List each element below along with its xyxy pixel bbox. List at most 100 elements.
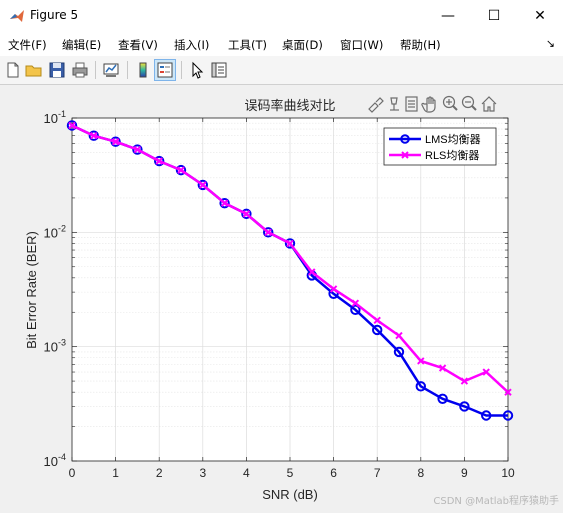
close-button[interactable]: ✕ [534, 8, 546, 24]
rls-data-point [90, 132, 98, 140]
lms-data-point [263, 227, 274, 238]
rls-data-point [68, 121, 76, 130]
minimize-button[interactable]: — [441, 8, 455, 24]
datacursor-icon[interactable] [405, 96, 418, 112]
pan-icon[interactable] [421, 96, 436, 113]
x-axis-label: SNR (dB) [262, 487, 318, 502]
rls-data-point [177, 166, 185, 174]
lms-data-point [393, 346, 405, 358]
lms-data-point [241, 208, 252, 220]
property-inspector-icon[interactable] [209, 60, 229, 80]
lms-data-point [175, 164, 187, 176]
menu-dock-arrow-icon[interactable]: ↘ [545, 37, 555, 50]
rls-data-point [438, 364, 447, 372]
menu-tools[interactable]: 工具(T) [228, 38, 267, 52]
rls-data-point [504, 388, 512, 396]
axes [71, 117, 509, 462]
x-tick-label: 8 [417, 466, 424, 480]
x-tick-label: 3 [199, 466, 206, 480]
rls-data-point [417, 357, 425, 365]
save-icon[interactable] [47, 60, 67, 80]
rls-data-point [308, 268, 316, 276]
x-tick-label: 6 [330, 466, 337, 480]
menu-insert[interactable]: 插入(I) [174, 38, 210, 52]
x-tick-label: 2 [156, 466, 163, 480]
rls-data-point [242, 210, 251, 218]
menu-view[interactable]: 查看(V) [118, 38, 158, 52]
lms-data-point [481, 410, 492, 421]
tick-labels: 0 1 2 3 4 5 6 7 8 9 10 10-1 10-2 10-3 10-4 [44, 109, 515, 480]
y-tick-label: 10-2 [44, 223, 66, 240]
lms-data-point [284, 238, 296, 249]
menu-help[interactable]: 帮助(H) [400, 38, 441, 52]
lms-data-point [372, 324, 383, 336]
lms-data-point [459, 401, 470, 412]
x-tick-label: 0 [69, 466, 76, 480]
rls-data-point [220, 199, 229, 207]
home-icon[interactable] [481, 96, 497, 112]
legend[interactable]: LMS均衡器 RLS均衡器 [383, 127, 497, 166]
toolbar-separator [181, 61, 182, 79]
window-title: Figure 5 [30, 8, 79, 22]
pointer-icon[interactable] [187, 60, 207, 80]
matlab-logo-icon [10, 10, 24, 22]
y-tick-label: 10-1 [44, 109, 66, 126]
legend-lms-label: LMS均衡器 [425, 133, 481, 146]
x-tick-label: 9 [461, 466, 468, 480]
rls-data-point [395, 331, 403, 340]
axes-toolbar [368, 95, 497, 113]
maximize-button[interactable]: ☐ [487, 8, 501, 24]
rls-data-point [111, 138, 120, 146]
ber-chart[interactable]: 0 1 2 3 4 5 6 7 8 9 10 10-1 10-2 10-3 10-4 误码率曲线对比 SNR… [0, 85, 563, 510]
rls-data-point [199, 181, 207, 189]
insert-legend-icon[interactable] [154, 59, 176, 81]
zoom-out-icon[interactable] [461, 95, 477, 111]
menu-desktop[interactable]: 桌面(D) [282, 38, 323, 52]
menu-edit[interactable]: 编辑(E) [62, 38, 102, 52]
rls-data-point [460, 377, 469, 385]
grid [71, 117, 509, 462]
rls-data-point [373, 316, 381, 325]
menu-window[interactable]: 窗口(W) [340, 38, 384, 52]
lms-data-point [415, 381, 426, 392]
plot-series [66, 120, 514, 421]
lms-data-point [502, 410, 514, 421]
figure-toolbar [0, 56, 563, 85]
zoom-in-icon[interactable] [442, 95, 458, 111]
legend-rls-label: RLS均衡器 [425, 149, 479, 162]
legend-lms-marker [400, 134, 410, 144]
rls-data-point [329, 285, 338, 293]
figure-canvas: 0 1 2 3 4 5 6 7 8 9 10 10-1 10-2 10-3 10-4 误码率曲线对比 SNR… [0, 85, 563, 510]
x-tick-label: 10 [501, 466, 515, 480]
rls-data-point [133, 145, 142, 154]
new-figure-icon[interactable] [3, 60, 23, 80]
x-tick-label: 5 [287, 466, 294, 480]
data-tip-icon[interactable] [390, 97, 399, 111]
x-tick-label: 1 [112, 466, 119, 480]
lms-data-point [197, 179, 209, 191]
legend-box [383, 127, 497, 166]
y-tick-label: 10-4 [44, 452, 66, 469]
lms-data-point [219, 197, 230, 209]
x-tick-label: 7 [374, 466, 381, 480]
lms-data-point [132, 144, 143, 155]
rls-data-point [351, 299, 360, 307]
lms-data-point [350, 304, 361, 316]
toolbar-separator [127, 61, 128, 79]
open-file-icon[interactable] [24, 60, 44, 80]
menu-bar: 文件(F) 编辑(E) 查看(V) 插入(I) 工具(T) 桌面(D) 窗口(W… [0, 32, 563, 56]
lms-data-point [154, 155, 165, 167]
x-tick-label: 4 [243, 466, 250, 480]
rls-data-point [155, 157, 163, 165]
chart-title: 误码率曲线对比 [244, 98, 335, 113]
title-bar: Figure 5 — ☐ ✕ [0, 0, 563, 32]
link-plot-icon[interactable] [101, 60, 121, 80]
print-icon[interactable] [70, 60, 90, 80]
rls-data-point [286, 239, 294, 248]
menu-file[interactable]: 文件(F) [8, 38, 47, 52]
toolbar-separator [95, 61, 96, 79]
y-axis-label: Bit Error Rate (BER) [24, 231, 39, 349]
insert-colorbar-icon[interactable] [133, 60, 153, 80]
watermark: CSDN @Matlab程序猿助手 [433, 496, 559, 507]
brush-icon[interactable] [368, 97, 384, 113]
